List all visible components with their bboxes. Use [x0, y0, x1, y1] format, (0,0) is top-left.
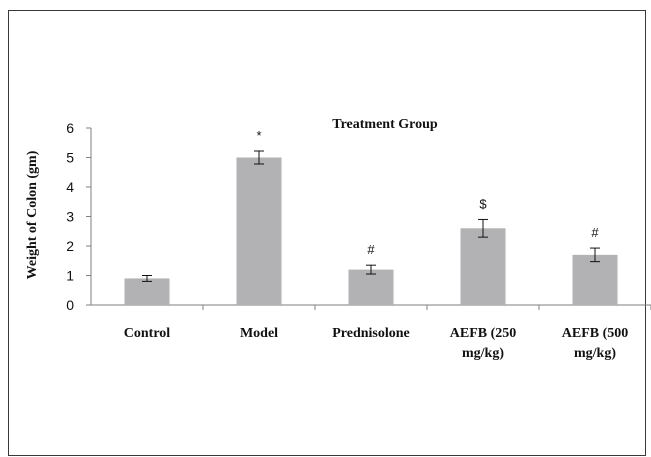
bars: * # $ #	[124, 128, 618, 305]
y-tick-label: 6	[66, 120, 74, 136]
bar	[348, 269, 394, 305]
error-bar	[590, 247, 600, 263]
bar	[236, 157, 282, 305]
y-tick-label: 1	[66, 268, 74, 284]
error-bar	[366, 264, 376, 275]
chart-frame	[8, 10, 646, 456]
error-bar	[478, 218, 488, 238]
significance-marker: $	[479, 196, 487, 211]
error-bar	[254, 150, 264, 165]
x-category-label: Model	[240, 326, 278, 341]
x-category-label: AEFB (500 mg/kg)	[562, 326, 629, 361]
bar	[124, 278, 170, 305]
y-tick-label: 4	[66, 179, 74, 195]
chart-title: Treatment Group	[332, 117, 438, 132]
y-axis: 0 1 2 3 4 5 6	[66, 120, 92, 313]
x-category-label: Control	[124, 326, 171, 341]
y-tick-label: 3	[66, 209, 74, 225]
significance-marker: #	[367, 242, 375, 257]
y-axis-label: Weight of Colon (gm)	[25, 150, 40, 279]
significance-marker: *	[256, 128, 261, 143]
y-tick-label: 2	[66, 238, 74, 254]
x-category-label: Prednisolone	[332, 326, 410, 341]
error-bar	[142, 275, 152, 282]
x-axis: Control Model Prednisolone AEFB (250 mg/kg) A…	[91, 304, 651, 361]
significance-marker: #	[591, 225, 599, 240]
bar	[460, 228, 506, 305]
bar	[572, 254, 618, 305]
y-tick-label: 0	[66, 297, 74, 313]
y-tick-label: 5	[66, 150, 74, 166]
x-category-label: AEFB (250 mg/kg)	[450, 326, 517, 361]
